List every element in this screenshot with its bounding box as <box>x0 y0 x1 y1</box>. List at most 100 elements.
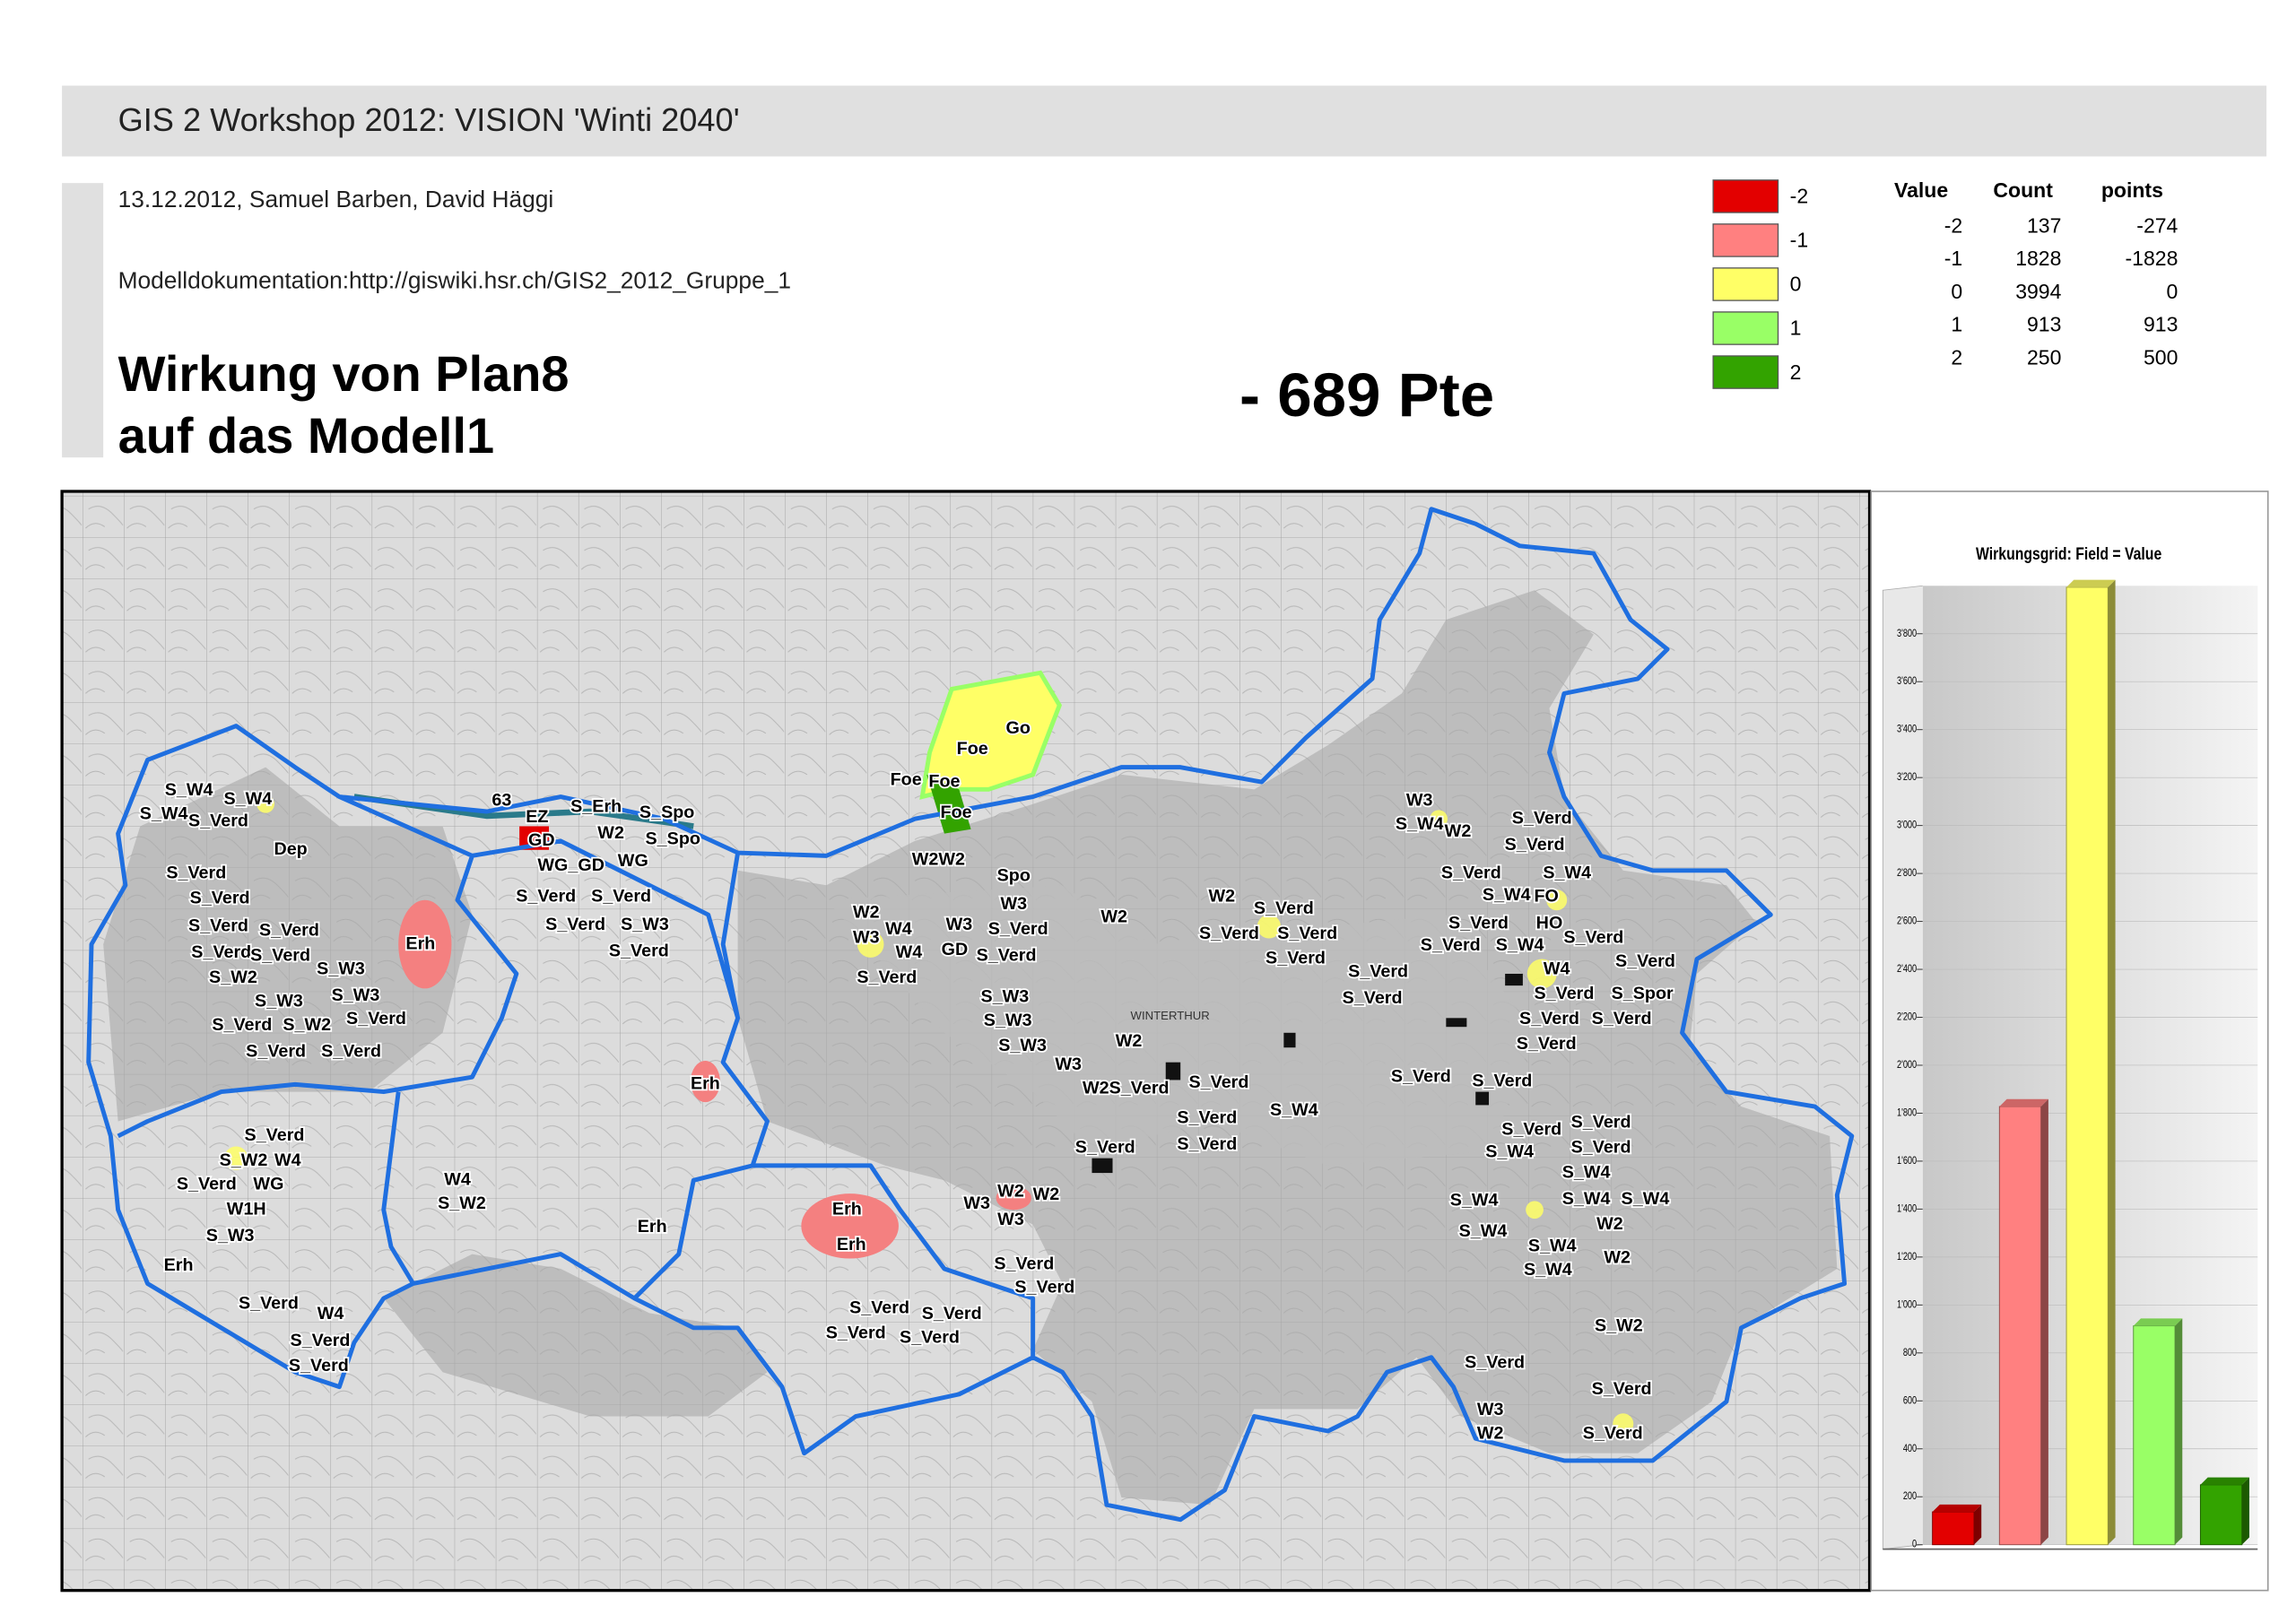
map-label: S_Verd <box>190 888 250 907</box>
map-label: S_Verd <box>1441 863 1501 882</box>
map-label: S_W3 <box>206 1226 255 1245</box>
y-tick-label: 1'800 <box>1897 1108 1917 1119</box>
y-tick-label: 800 <box>1903 1348 1918 1358</box>
map-label: Erh <box>405 933 435 953</box>
y-tick-label: 0 <box>1912 1540 1917 1550</box>
map-label: S_Verd <box>259 920 319 940</box>
map-label: S_W2 <box>209 968 257 987</box>
table: Value Count points -2 137 -274 -1 1828 -1828 0 399… <box>1894 178 2179 369</box>
table-cell: 913 <box>2027 313 2061 336</box>
bar <box>2133 1325 2176 1546</box>
map-label: Go <box>1006 718 1031 738</box>
map-label: S_W3 <box>332 985 380 1005</box>
map-label: 63 <box>491 791 511 811</box>
map-label: S_Spo <box>639 803 694 822</box>
map-label: S_Verd <box>826 1324 886 1343</box>
y-tick-label: 3'200 <box>1897 772 1917 783</box>
y-tick-label: 200 <box>1903 1491 1918 1502</box>
map-label: S_Verd <box>1343 988 1403 1008</box>
map-label: S_Verd <box>545 915 605 934</box>
map-label: S_Verd <box>1583 1424 1643 1444</box>
map-label: S_W4 <box>140 804 188 824</box>
map-label: S_Verd <box>922 1304 982 1324</box>
map-label: S_W4 <box>1270 1100 1318 1120</box>
map-label: S_Verd <box>1199 924 1259 943</box>
legend: -2 -1 0 1 2 <box>1712 179 1808 389</box>
map-label: S_W2 <box>438 1193 486 1213</box>
map-label: FO <box>1535 887 1559 907</box>
map-label: S_Verd <box>1014 1278 1074 1298</box>
table-cell: 250 <box>2027 345 2061 369</box>
map-label: S_Verd <box>1571 1137 1631 1157</box>
map-label: S_Verd <box>1517 1034 1577 1054</box>
table-cell: 1 <box>1951 313 1962 336</box>
map-label: S_Spo <box>646 829 700 848</box>
map-label: W3 <box>997 1210 1024 1229</box>
map-label: W2 <box>597 823 624 843</box>
table-cell: -1 <box>1944 247 1962 270</box>
map-label: W3 <box>946 915 973 934</box>
map-label: S_Verd <box>188 812 248 831</box>
map-label: Foe <box>957 739 988 759</box>
map-label: S_Verd <box>1512 808 1572 828</box>
heading: Wirkung von Plan8 <box>118 345 570 402</box>
map-label: S_Verd <box>1448 913 1509 933</box>
map-label: S_W4 <box>1450 1191 1499 1211</box>
table-cell: 913 <box>2144 313 2178 336</box>
map-label: Spo <box>997 866 1031 886</box>
map-label: S_Verd <box>1465 1353 1525 1373</box>
map-label: W2 <box>1604 1248 1631 1268</box>
bar-side <box>2241 1477 2249 1545</box>
map-label: Erh <box>832 1199 862 1219</box>
map-label: S_Verd <box>1519 1009 1579 1028</box>
place-name: WINTERTHUR <box>1131 1009 1210 1022</box>
bar <box>1998 1106 2042 1546</box>
map-label: W2 <box>1033 1185 1060 1204</box>
map-label: S_Verd <box>1501 1120 1561 1140</box>
map-label: S_Verd <box>239 1294 299 1314</box>
map-label: S_Verd <box>1505 835 1565 855</box>
y-tick-label: 2'800 <box>1897 868 1917 879</box>
map-label: W2W2 <box>912 850 965 870</box>
map-label: S_Verd <box>1391 1066 1451 1086</box>
map-label: S_W4 <box>1459 1221 1508 1241</box>
table-cell: -2 <box>1944 214 1962 238</box>
legend-swatch <box>1712 267 1779 301</box>
map-label: S_Verd <box>1421 935 1481 955</box>
map-label: S_W3 <box>317 959 365 978</box>
map-label: Dep <box>274 839 307 859</box>
map-label: S_W3 <box>981 987 1030 1007</box>
bar <box>2199 1484 2243 1546</box>
bar-side <box>1973 1504 1982 1545</box>
map-label: W2 <box>1477 1424 1504 1444</box>
y-tick-label: 3'600 <box>1897 676 1917 687</box>
header-bar <box>62 85 2267 157</box>
map-label: S_Verd <box>289 1356 349 1376</box>
legend-swatch <box>1712 223 1779 257</box>
map-label: W3 <box>1055 1055 1082 1074</box>
map-label: Erh <box>638 1217 667 1237</box>
map-label: W3 <box>1477 1400 1504 1419</box>
doc-link: Modelldokumentation:http://giswiki.hsr.c… <box>118 266 791 293</box>
map-label: S_W4 <box>1543 863 1591 882</box>
table-cell: 3994 <box>2015 280 2061 303</box>
map-label: W2 <box>1100 907 1127 927</box>
map-label: W2 <box>997 1182 1024 1202</box>
map-label: GD <box>528 830 555 850</box>
title: GIS 2 Workshop 2012: VISION 'Winti 2040' <box>118 101 740 138</box>
map-label: W3 <box>1406 791 1433 811</box>
legend-label: -1 <box>1790 229 1808 252</box>
y-tick-label: 2'200 <box>1897 1012 1917 1023</box>
map-label: S_Verd <box>1472 1071 1532 1090</box>
map-label: Foe <box>941 803 972 822</box>
map-label: Foe <box>928 771 960 791</box>
map-label: WG_GD <box>537 855 604 875</box>
map-label: S_Verd <box>1075 1137 1135 1157</box>
map-label: S_W4 <box>1622 1189 1670 1209</box>
map-label: HO <box>1536 913 1563 933</box>
y-tick-label: 1'000 <box>1897 1300 1917 1311</box>
map-label: S_Erh <box>570 796 622 816</box>
y-tick-label: 600 <box>1903 1395 1918 1406</box>
table-cell: -1828 <box>2126 247 2179 270</box>
